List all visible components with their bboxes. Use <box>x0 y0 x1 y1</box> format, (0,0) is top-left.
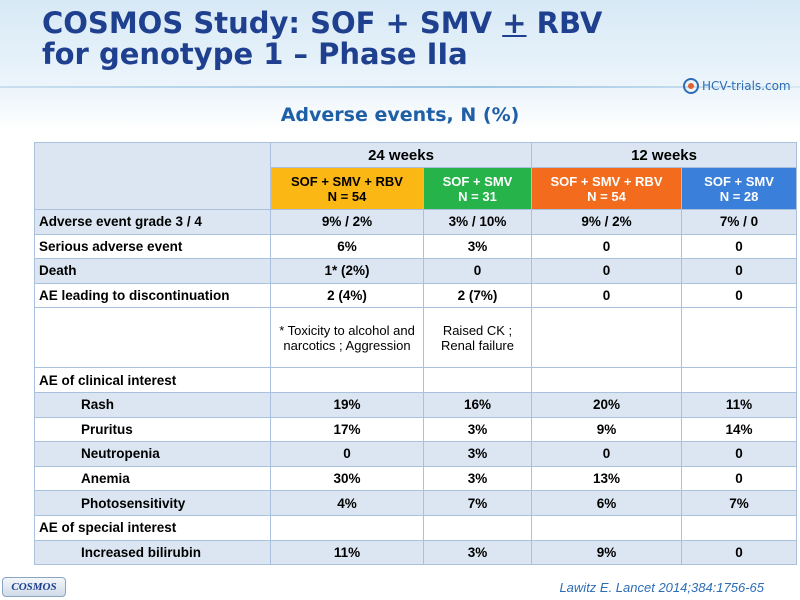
cosmos-footer-tag: COSMOS <box>2 577 66 597</box>
table-cell: 0 <box>531 282 683 309</box>
note-cell-24w: Raised CK ; Renal failure <box>422 307 533 369</box>
row-label: Serious adverse event <box>34 233 271 260</box>
empty-cell <box>34 307 271 369</box>
empty-cell <box>422 367 533 393</box>
table-row: Anemia 30% 3% 13% 0 <box>34 465 798 492</box>
table-cell: 0 <box>531 441 683 467</box>
logo-text: HCV-trials.com <box>702 79 791 93</box>
table-cell: 0 <box>681 282 798 309</box>
table-cell: 3% <box>422 441 533 467</box>
corner-cell <box>34 142 271 210</box>
table-cell: 4% <box>270 490 424 516</box>
table-cell: 0 <box>531 258 683 284</box>
table-row: Death 1* (2%) 0 0 0 <box>34 258 798 284</box>
table-cell: 11% <box>681 391 798 418</box>
title-line-2: for genotype 1 – Phase IIa <box>42 37 468 71</box>
empty-cell <box>681 307 798 369</box>
table-row: Serious adverse event 6% 3% 0 0 <box>34 233 798 260</box>
table-cell: 9% / 2% <box>531 209 683 235</box>
table-cell: 7% <box>422 490 533 516</box>
table-row: Neutropenia 0 3% 0 0 <box>34 441 798 467</box>
table-row: Increased bilirubin 11% 3% 9% 0 <box>34 539 798 566</box>
empty-cell <box>531 514 683 541</box>
table-cell: 20% <box>531 391 683 418</box>
table-cell: 30% <box>270 465 424 492</box>
empty-cell <box>270 367 424 393</box>
section-header-row: AE of clinical interest <box>34 367 798 393</box>
table-row: AE leading to discontinuation 2 (4%) 2 (… <box>34 282 798 309</box>
table-cell: 0 <box>681 539 798 566</box>
table-cell: 0 <box>681 441 798 467</box>
empty-cell <box>681 514 798 541</box>
table-row: Pruritus 17% 3% 9% 14% <box>34 416 798 443</box>
arm-header-24w-rbv: SOF + SMV + RBV N = 54 <box>270 167 424 210</box>
discontinuation-notes-row: * Toxicity to alcohol and narcotics ; Ag… <box>34 307 798 369</box>
note-cell-24w-rbv: * Toxicity to alcohol and narcotics ; Ag… <box>270 307 424 369</box>
row-label: Neutropenia <box>34 441 271 467</box>
citation: Lawitz E. Lancet 2014;384:1756-65 <box>559 580 764 595</box>
header-divider <box>0 86 800 88</box>
table-row: Rash 19% 16% 20% 11% <box>34 391 798 418</box>
row-label: Adverse event grade 3 / 4 <box>34 209 271 235</box>
table-cell: 0 <box>422 258 533 284</box>
table-cell: 3% / 10% <box>422 209 533 235</box>
section-header-row: AE of special interest <box>34 514 798 541</box>
table-cell: 0 <box>531 233 683 260</box>
arm-header-12w: SOF + SMV N = 28 <box>681 167 798 210</box>
table-cell: 7% <box>681 490 798 516</box>
row-label: Photosensitivity <box>34 490 271 516</box>
table-cell: 0 <box>681 233 798 260</box>
hcv-trials-logo: HCV-trials.com <box>683 76 795 96</box>
table-cell: 1* (2%) <box>270 258 424 284</box>
section-label-clinical: AE of clinical interest <box>34 367 271 393</box>
logo-globe-icon <box>683 78 699 94</box>
section-label-special: AE of special interest <box>34 514 271 541</box>
table-cell: 3% <box>422 539 533 566</box>
group-12-weeks: 12 weeks <box>531 142 798 168</box>
empty-cell <box>270 514 424 541</box>
group-24-weeks: 24 weeks <box>269 142 533 168</box>
table-cell: 11% <box>270 539 424 566</box>
arm-header-row: SOF + SMV + RBV N = 54 SOF + SMV N = 31 SO… <box>35 167 798 210</box>
table-caption: Adverse events, N (%) <box>280 104 520 126</box>
empty-cell <box>422 514 533 541</box>
table-cell: 13% <box>531 465 683 492</box>
empty-cell <box>531 367 683 393</box>
table-cell: 0 <box>681 258 798 284</box>
table-cell: 3% <box>422 465 533 492</box>
row-label: Anemia <box>34 465 271 492</box>
table-cell: 16% <box>422 391 533 418</box>
table-cell: 9% <box>531 416 683 443</box>
table-cell: 0 <box>681 465 798 492</box>
table-cell: 6% <box>270 233 424 260</box>
row-label: Rash <box>34 391 271 418</box>
table-cell: 2 (7%) <box>422 282 533 309</box>
arm-header-24w: SOF + SMV N = 31 <box>422 167 533 210</box>
table-row: Adverse event grade 3 / 4 9% / 2% 3% / 1… <box>34 209 798 235</box>
row-label: Pruritus <box>34 416 271 443</box>
table-cell: 2 (4%) <box>270 282 424 309</box>
arm-header-12w-rbv: SOF + SMV + RBV N = 54 <box>531 167 683 210</box>
row-label: AE leading to discontinuation <box>34 282 271 309</box>
slide-title: COSMOS Study: SOF + SMV + RBV for genoty… <box>42 8 682 70</box>
row-label: Increased bilirubin <box>34 539 271 566</box>
duration-header-row: 24 weeks 12 weeks <box>34 142 798 210</box>
table-cell: 6% <box>531 490 683 516</box>
empty-cell <box>531 307 683 369</box>
table-cell: 0 <box>270 441 424 467</box>
table-cell: 19% <box>270 391 424 418</box>
table-cell: 7% / 0 <box>681 209 798 235</box>
adverse-events-table: 24 weeks 12 weeks SOF + SMV + RBV N = 54 … <box>34 142 798 566</box>
table-cell: 14% <box>681 416 798 443</box>
table-cell: 3% <box>422 416 533 443</box>
title-line-1: COSMOS Study: SOF + SMV + RBV <box>42 6 603 40</box>
table-cell: 17% <box>270 416 424 443</box>
table-cell: 9% / 2% <box>270 209 424 235</box>
table-cell: 9% <box>531 539 683 566</box>
empty-cell <box>681 367 798 393</box>
table-row: Photosensitivity 4% 7% 6% 7% <box>34 490 798 516</box>
row-label: Death <box>34 258 271 284</box>
table-cell: 3% <box>422 233 533 260</box>
